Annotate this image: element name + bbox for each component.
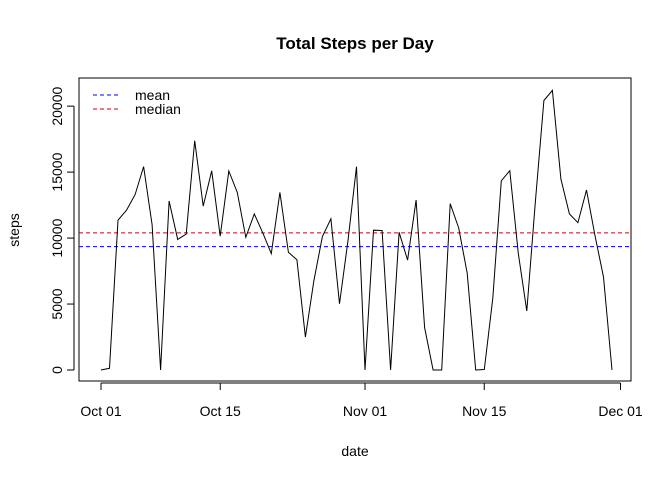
plot-frame bbox=[78, 77, 632, 382]
y-tick-label: 0 bbox=[49, 366, 65, 374]
y-axis-label: steps bbox=[6, 213, 22, 246]
x-tick-label: Oct 01 bbox=[80, 403, 121, 419]
x-axis-label: date bbox=[341, 443, 368, 459]
chart-title: Total Steps per Day bbox=[276, 34, 434, 53]
x-tick-label: Dec 01 bbox=[598, 403, 643, 419]
y-tick-label: 10000 bbox=[49, 218, 65, 257]
x-tick-label: Nov 15 bbox=[462, 403, 507, 419]
y-tick-label: 5000 bbox=[49, 288, 65, 319]
x-tick-label: Oct 15 bbox=[200, 403, 241, 419]
reference-lines bbox=[79, 232, 631, 248]
y-tick-label: 15000 bbox=[49, 152, 65, 191]
x-tick-label: Nov 01 bbox=[343, 403, 388, 419]
legend-label-mean: mean bbox=[135, 87, 170, 103]
legend-label-median: median bbox=[135, 101, 181, 117]
y-tick-label: 20000 bbox=[49, 87, 65, 126]
x-axis: Oct 01 Oct 15 Nov 01 Nov 15 Dec 01 bbox=[80, 382, 643, 419]
y-axis: 0 5000 10000 15000 20000 bbox=[49, 87, 75, 374]
series-line-total-steps bbox=[100, 89, 613, 371]
